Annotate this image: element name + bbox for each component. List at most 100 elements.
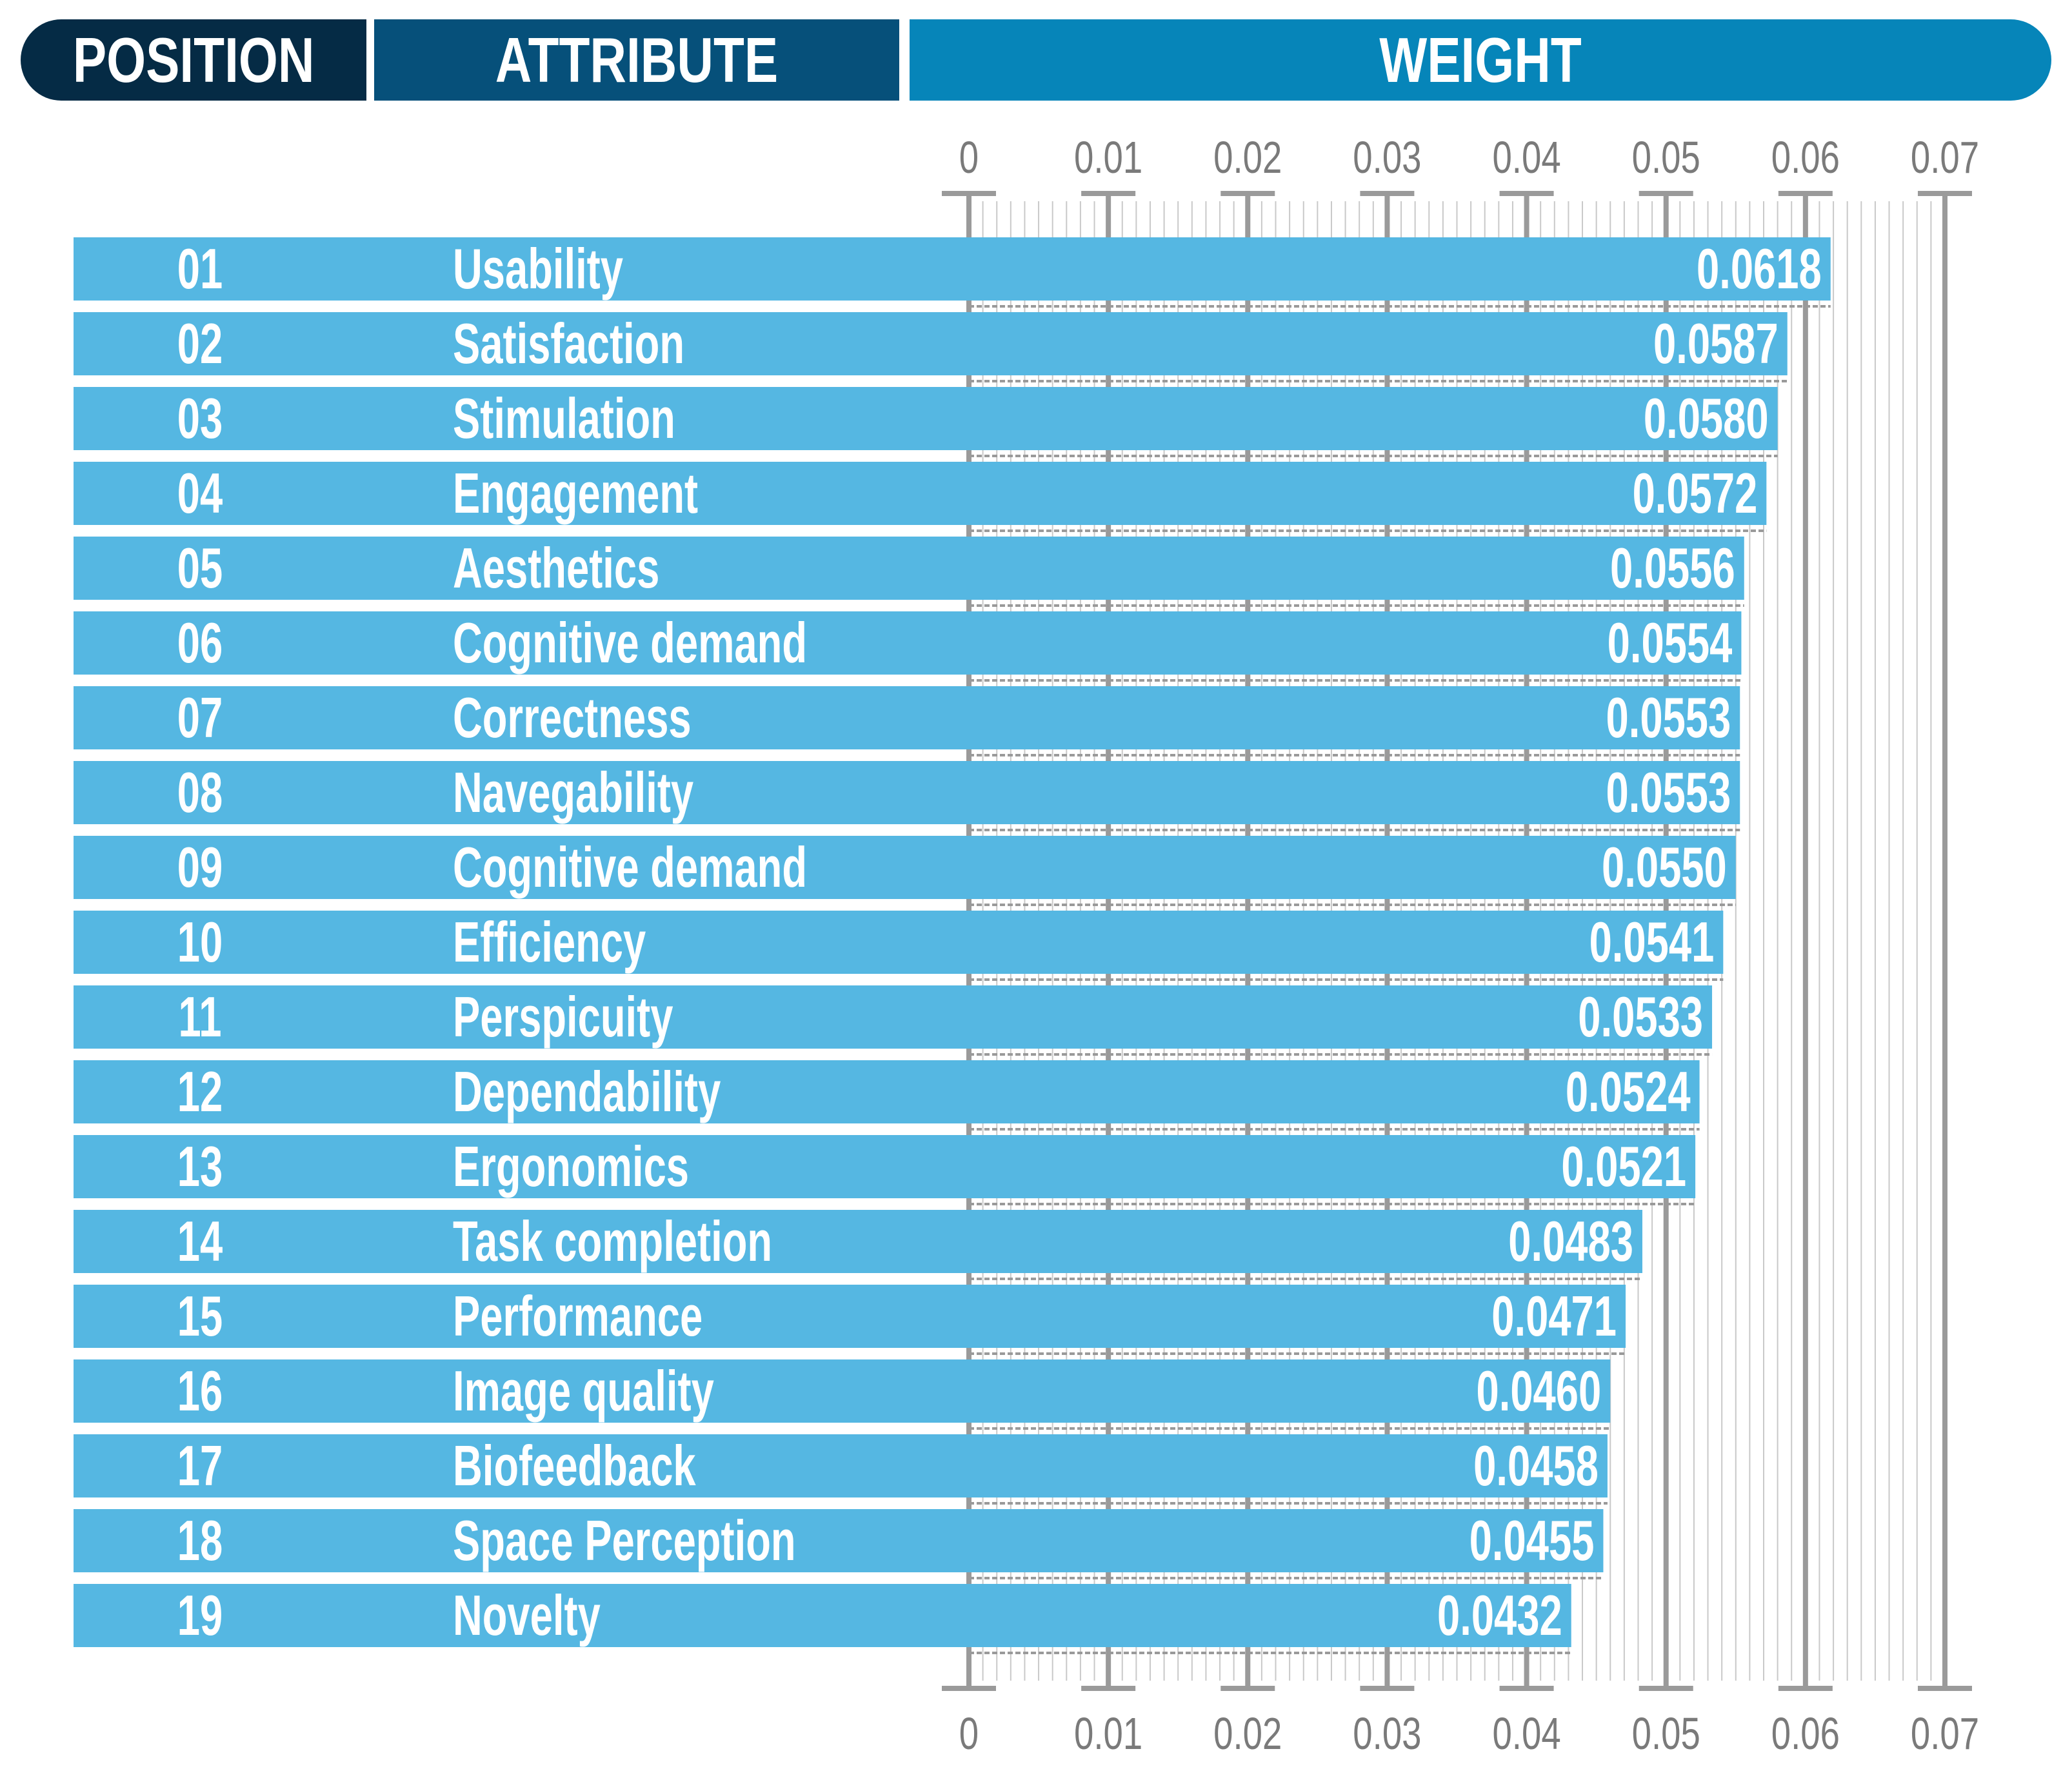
position-column-header: POSITION: [21, 19, 366, 101]
position-label: 17: [177, 1435, 223, 1498]
value-label: 0.0572: [1633, 462, 1758, 526]
bar: [74, 462, 1767, 525]
position-label: 16: [177, 1360, 223, 1423]
attribute-label: Task completion: [453, 1211, 772, 1274]
position-label: 02: [177, 313, 223, 376]
bar: [74, 1285, 1626, 1348]
bar: [74, 537, 1744, 600]
top-tick-label: 0.03: [1353, 133, 1421, 183]
attribute-label: Navegability: [453, 762, 693, 825]
bar: [74, 237, 1831, 301]
bar: [74, 387, 1778, 450]
value-label: 0.0455: [1469, 1510, 1595, 1573]
attribute-label: Cognitive demand: [453, 612, 807, 675]
bar: [74, 1060, 1700, 1123]
bottom-tick-label: 0.01: [1074, 1709, 1142, 1759]
bar: [74, 312, 1788, 375]
top-tick-label: 0.06: [1771, 133, 1840, 183]
top-tick-label: 0.05: [1632, 133, 1700, 183]
attribute-label: Stimulation: [453, 388, 675, 451]
value-label: 0.0556: [1610, 537, 1735, 600]
top-tick-label: 0.01: [1074, 133, 1142, 183]
attribute-label: Correctness: [453, 687, 692, 750]
bottom-tick-label: 0.05: [1632, 1709, 1700, 1759]
value-label: 0.0553: [1606, 762, 1731, 825]
weight-header-label: WEIGHT: [1379, 25, 1582, 95]
bottom-tick-label: 0: [959, 1709, 979, 1759]
bar: [74, 611, 1742, 675]
value-label: 0.0553: [1606, 687, 1731, 750]
value-label: 0.0580: [1644, 388, 1769, 451]
bar: [74, 1434, 1608, 1497]
position-label: 08: [177, 762, 223, 825]
value-label: 0.0554: [1608, 612, 1733, 675]
value-label: 0.0550: [1602, 836, 1727, 900]
bottom-tick-label: 0.04: [1492, 1709, 1560, 1759]
attribute-label: Satisfaction: [453, 313, 684, 376]
value-label: 0.0521: [1561, 1136, 1686, 1199]
bar: [74, 985, 1713, 1049]
value-label: 0.0541: [1589, 911, 1715, 974]
attribute-label: Cognitive demand: [453, 836, 807, 900]
value-label: 0.0533: [1578, 986, 1703, 1049]
weight-column-header: WEIGHT: [910, 19, 2051, 101]
position-label: 07: [177, 687, 223, 750]
value-label: 0.0458: [1473, 1435, 1599, 1498]
top-tick-label: 0.02: [1213, 133, 1282, 183]
bottom-tick-label: 0.07: [1911, 1709, 1979, 1759]
bar: [74, 1509, 1604, 1572]
position-label: 11: [179, 986, 222, 1049]
value-label: 0.0524: [1566, 1061, 1691, 1124]
value-label: 0.0483: [1508, 1211, 1633, 1274]
attribute-label: Novelty: [453, 1585, 601, 1648]
position-label: 03: [177, 388, 223, 451]
bar: [74, 1359, 1611, 1423]
attribute-column-header: ATTRIBUTE: [374, 19, 899, 101]
value-label: 0.0432: [1437, 1585, 1562, 1648]
attribute-label: Efficiency: [453, 911, 646, 974]
attribute-label: Biofeedback: [453, 1435, 696, 1498]
position-header-label: POSITION: [72, 25, 315, 95]
top-tick-label: 0.07: [1911, 133, 1979, 183]
attribute-label: Dependability: [453, 1061, 721, 1124]
position-label: 13: [177, 1136, 223, 1199]
bar: [74, 761, 1740, 824]
attribute-label: Ergonomics: [453, 1136, 689, 1199]
value-label: 0.0471: [1491, 1285, 1617, 1349]
attribute-label: Perspicuity: [453, 986, 673, 1049]
position-label: 19: [177, 1585, 223, 1648]
position-label: 15: [177, 1285, 223, 1349]
position-label: 18: [177, 1510, 223, 1573]
attribute-label: Space Perception: [453, 1510, 796, 1573]
value-label: 0.0587: [1653, 313, 1778, 376]
top-tick-label: 0.04: [1492, 133, 1560, 183]
value-label: 0.0460: [1477, 1360, 1602, 1423]
bottom-tick-label: 0.06: [1771, 1709, 1840, 1759]
position-label: 09: [177, 836, 223, 900]
position-label: 06: [177, 612, 223, 675]
attribute-label: Engagement: [453, 462, 698, 526]
bar: [74, 1210, 1642, 1273]
attribute-label: Usability: [453, 238, 623, 301]
position-label: 05: [177, 537, 223, 600]
bar: [74, 1584, 1571, 1647]
bottom-tick-label: 0.02: [1213, 1709, 1282, 1759]
position-label: 01: [177, 238, 223, 301]
attribute-label: Aesthetics: [453, 537, 659, 600]
position-label: 04: [177, 462, 223, 526]
position-label: 14: [177, 1211, 223, 1274]
attribute-label: Image quality: [453, 1360, 714, 1423]
bar: [74, 836, 1736, 899]
position-label: 12: [177, 1061, 223, 1124]
value-label: 0.0618: [1697, 238, 1822, 301]
attribute-label: Performance: [453, 1285, 702, 1349]
bottom-tick-label: 0.03: [1353, 1709, 1421, 1759]
position-label: 10: [177, 911, 223, 974]
attribute-header-label: ATTRIBUTE: [495, 25, 779, 95]
bar: [74, 1135, 1696, 1198]
bar: [74, 686, 1740, 749]
top-tick-label: 0: [959, 133, 979, 183]
bar: [74, 911, 1724, 974]
